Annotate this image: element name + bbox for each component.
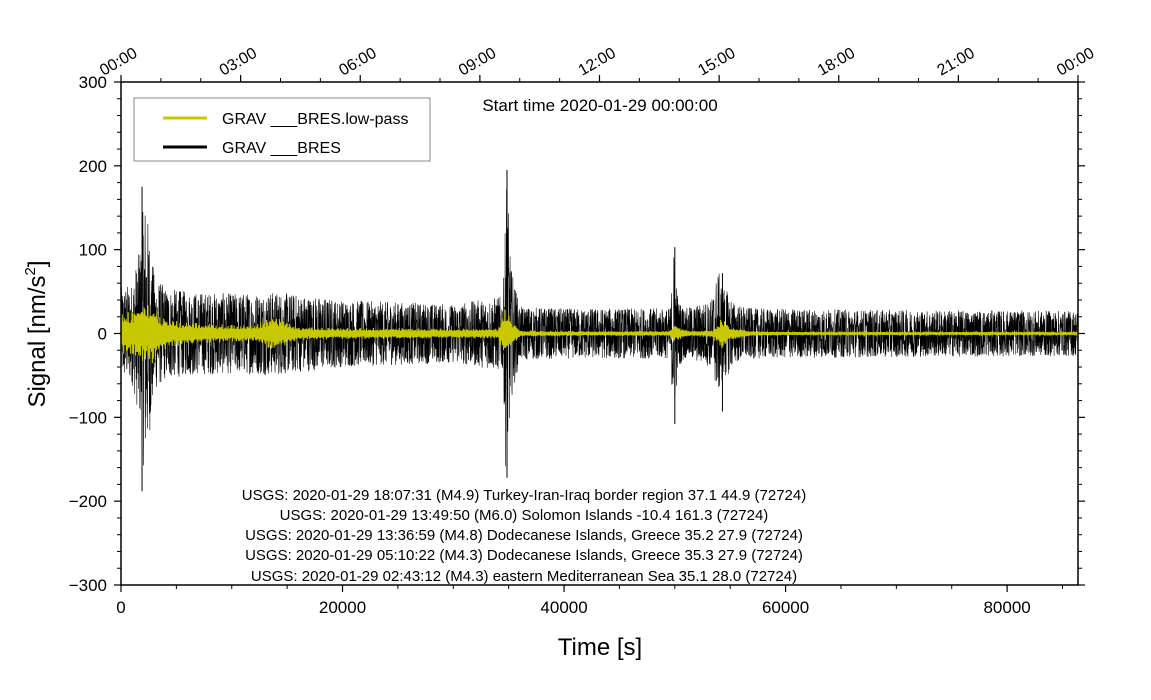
event-annotations: USGS: 2020-01-29 18:07:31 (M4.9) Turkey-… bbox=[242, 487, 807, 585]
x-tick-label: 0 bbox=[116, 598, 125, 617]
top-tick-label: 00:00 bbox=[97, 45, 140, 80]
low-pass-signal-line bbox=[120, 305, 1079, 364]
top-tick-label: 15:00 bbox=[695, 45, 738, 80]
series-low-pass-signal bbox=[120, 305, 1079, 364]
top-tick-label: 00:00 bbox=[1054, 45, 1097, 80]
x-tick-label: 20000 bbox=[319, 598, 366, 617]
top-tick-label: 21:00 bbox=[935, 45, 978, 80]
y-axis: −300 −200 −100 0 100 200 300 bbox=[69, 73, 1085, 595]
annotation-line: USGS: 2020-01-29 13:49:50 (M6.0) Solomon… bbox=[280, 507, 769, 524]
y-tick-label: −200 bbox=[69, 492, 107, 511]
top-time-axis: 00:00 03:00 06:00 09:00 12:00 15:00 18:00 21:00… bbox=[97, 45, 1097, 82]
legend: GRAV ___BRES.low-pass GRAV ___BRES bbox=[133, 97, 431, 162]
annotation-line: USGS: 2020-01-29 13:36:59 (M4.8) Dodecan… bbox=[245, 527, 803, 544]
top-tick-label: 06:00 bbox=[336, 45, 379, 80]
top-tick-label: 03:00 bbox=[217, 45, 260, 80]
x-tick-label: 60000 bbox=[762, 598, 809, 617]
y-tick-label: 200 bbox=[79, 157, 107, 176]
legend-label-raw: GRAV ___BRES bbox=[222, 140, 341, 157]
top-tick-label: 18:00 bbox=[815, 45, 858, 80]
annotation-line: USGS: 2020-01-29 02:43:12 (M4.3) eastern… bbox=[251, 568, 797, 585]
chart-title: Start time 2020-01-29 00:00:00 bbox=[482, 96, 717, 115]
y-axis-label: Signal [nm/s2] bbox=[22, 260, 51, 407]
y-tick-label: 0 bbox=[98, 325, 107, 344]
top-tick-label: 12:00 bbox=[576, 45, 619, 80]
x-axis: 0 20000 40000 60000 80000 bbox=[116, 585, 1063, 617]
annotation-line: USGS: 2020-01-29 05:10:22 (M4.3) Dodecan… bbox=[245, 547, 803, 564]
legend-box bbox=[133, 97, 431, 162]
top-tick-label: 09:00 bbox=[456, 45, 499, 80]
legend-label-low-pass: GRAV ___BRES.low-pass bbox=[222, 111, 408, 128]
x-tick-label: 80000 bbox=[983, 598, 1030, 617]
y-tick-label: −100 bbox=[69, 408, 107, 427]
y-tick-label: −300 bbox=[69, 576, 107, 595]
y-tick-label: 100 bbox=[79, 241, 107, 260]
x-tick-label: 40000 bbox=[540, 598, 587, 617]
y-tick-label: 300 bbox=[79, 73, 107, 92]
x-axis-label: Time [s] bbox=[558, 634, 642, 661]
plot-area bbox=[120, 81, 1079, 586]
annotation-line: USGS: 2020-01-29 18:07:31 (M4.9) Turkey-… bbox=[242, 487, 807, 504]
